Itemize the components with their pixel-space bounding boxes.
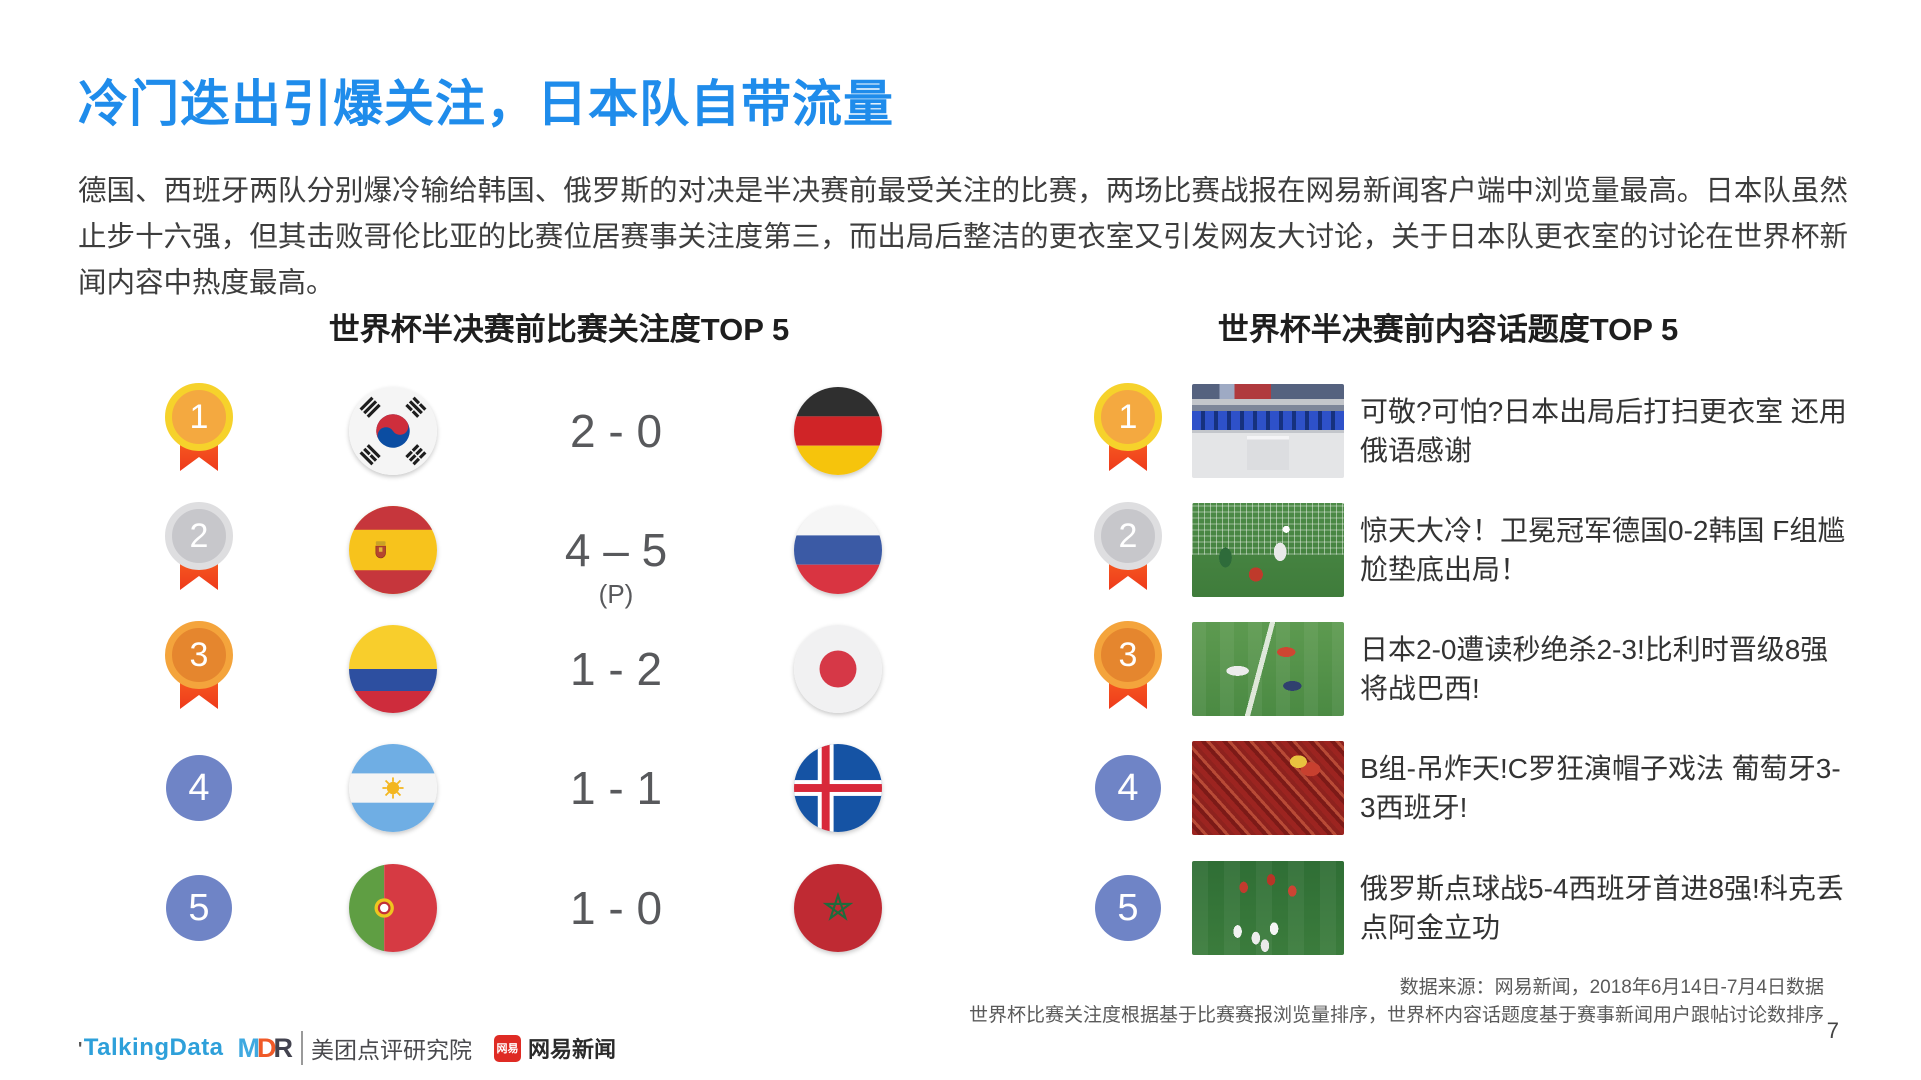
data-source-line2: 世界杯比赛关注度根据基于比赛赛报浏览量排序，世界杯内容话题度基于赛事新闻用户跟帖… [968, 1005, 1824, 1026]
news-headline: 可敬?可怕?日本出局后打扫更衣室 还用俄语感谢 [1360, 396, 1847, 466]
news-thumbnail-goal-scene [1192, 503, 1344, 597]
news-headline: 俄罗斯点球战5-4西班牙首进8强!科克丢点阿金立功 [1360, 873, 1844, 943]
rank-circle: 4 [1095, 755, 1161, 821]
bronze-medal-icon: 3 [1093, 621, 1163, 717]
flag-germany-icon [794, 387, 882, 475]
rank-number: 3 [165, 621, 233, 689]
rank-number: 1 [165, 383, 233, 451]
page-number: 7 [1826, 1018, 1839, 1043]
topic-ranking-title: 世界杯半决赛前内容话题度TOP 5 [1217, 312, 1679, 347]
news-headline: B组-吊炸天!C罗狂演帽子戏法 葡萄牙3-3西班牙! [1360, 753, 1841, 823]
netease-news-logo: 网易 网易新闻 [494, 1032, 616, 1064]
flag-russia-icon [794, 506, 882, 594]
ranking-row-3: 3 1 - 2 [0, 609, 1921, 729]
silver-medal-icon: 2 [164, 502, 234, 598]
gold-medal-icon: 1 [164, 383, 234, 479]
flag-iceland-icon [794, 744, 882, 832]
match-score: 1 - 2 [569, 643, 663, 695]
news-headline: 日本2-0遭读秒绝杀2-3!比利时晋级8强将战巴西! [1360, 634, 1829, 704]
page-title: 冷门迭出引爆关注，日本队自带流量 [78, 76, 894, 132]
silver-medal-icon: 2 [1093, 502, 1163, 598]
rank-circle: 5 [166, 875, 232, 941]
gold-medal-icon: 1 [1093, 383, 1163, 479]
ranking-row-5: 5 1 - 0 [0, 848, 1921, 968]
rank-circle: 5 [1095, 875, 1161, 941]
flag-argentina-icon [349, 744, 437, 832]
flag-south-korea-icon [349, 387, 437, 475]
flag-japan-icon [794, 625, 882, 713]
match-score: 1 - 0 [569, 882, 663, 934]
ranking-row-2: 2 4 – 5 (P) [0, 490, 1921, 610]
meituan-dianping-institute-logo: 美团点评研究院 [301, 1031, 472, 1065]
netease-badge-icon: 网易 [494, 1034, 522, 1062]
talkingdata-logo: TalkingData [78, 1034, 224, 1062]
flag-morocco-icon [794, 864, 882, 952]
match-score: 1 - 1 [569, 762, 663, 814]
intro-paragraph: 德国、西班牙两队分别爆冷输给韩国、俄罗斯的对决是半决赛前最受关注的比赛，两场比赛… [78, 175, 1848, 299]
news-thumbnail-red-crowd [1192, 741, 1344, 835]
news-thumbnail-celebration [1192, 861, 1344, 955]
match-ranking-title: 世界杯半决赛前比赛关注度TOP 5 [328, 312, 790, 347]
rank-number: 2 [165, 502, 233, 570]
data-source-note: 数据来源：网易新闻，2018年6月14日-7月4日数据 世界杯比赛关注度根据基于… [969, 974, 1824, 1030]
footer-logos: TalkingData M D R 美团点评研究院 网易 网易新闻 [78, 1031, 616, 1065]
flag-spain-icon [349, 506, 437, 594]
data-source-line1: 数据来源：网易新闻，2018年6月14日-7月4日数据 [1399, 977, 1824, 998]
flag-portugal-icon [349, 864, 437, 952]
match-score: 4 – 5 (P) [564, 524, 668, 609]
rank-number: 3 [1094, 621, 1162, 689]
mdr-logo: M D R [237, 1032, 294, 1063]
rank-number: 1 [1094, 383, 1162, 451]
flag-colombia-icon [349, 625, 437, 713]
news-thumbnail-players-on-ground [1192, 622, 1344, 716]
rank-circle: 4 [166, 755, 232, 821]
ranking-row-1: 1 [0, 371, 1921, 491]
match-score: 2 - 0 [569, 405, 663, 457]
news-thumbnail-locker-room [1192, 384, 1344, 478]
ranking-row-4: 4 [0, 728, 1921, 848]
bronze-medal-icon: 3 [164, 621, 234, 717]
rank-number: 2 [1094, 502, 1162, 570]
news-headline: 惊天大冷！卫冕冠军德国0-2韩国 F组尴尬垫底出局！ [1360, 515, 1846, 585]
